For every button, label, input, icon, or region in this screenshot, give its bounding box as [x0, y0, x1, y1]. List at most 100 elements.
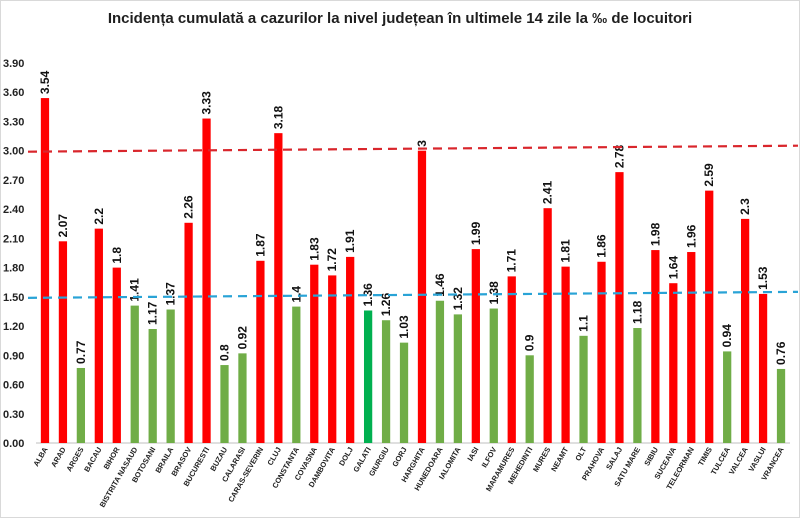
y-tick-label: 1.80 — [3, 263, 24, 275]
y-tick-label: 3.90 — [3, 58, 24, 70]
bar — [292, 306, 301, 443]
bar — [723, 351, 732, 443]
bar — [525, 355, 534, 443]
bar — [346, 256, 355, 443]
data-label: 0.94 — [720, 324, 734, 348]
data-label: 1.86 — [595, 234, 609, 258]
data-label: 1.1 — [577, 315, 591, 332]
data-label: 1.64 — [666, 256, 680, 280]
bar — [220, 365, 229, 443]
data-label: 1.96 — [684, 224, 698, 248]
y-tick-label: 2.70 — [3, 175, 24, 187]
bar — [40, 98, 50, 444]
data-label: 1.4 — [289, 286, 303, 303]
data-label: 1.03 — [397, 315, 411, 339]
bar — [274, 133, 283, 443]
bar — [740, 218, 750, 443]
bar — [148, 329, 157, 443]
bar — [166, 309, 175, 443]
x-tick-label: IASI — [465, 446, 480, 463]
bar — [381, 320, 391, 443]
bar — [310, 264, 319, 443]
data-label: 2.26 — [182, 195, 196, 219]
x-tick-label: SIBIU — [642, 446, 660, 468]
data-label: 1.91 — [343, 229, 357, 253]
x-tick-label: BACAU — [82, 446, 103, 474]
bar — [76, 367, 86, 443]
data-label: 1.98 — [648, 222, 662, 246]
data-label: 2.2 — [92, 208, 106, 225]
data-label: 2.07 — [56, 214, 70, 238]
bar — [597, 261, 606, 443]
x-tick-label: CLUJ — [265, 446, 283, 467]
data-label: 0.9 — [523, 334, 537, 351]
data-label: 1.72 — [325, 248, 339, 272]
data-label: 3.33 — [200, 91, 214, 115]
y-tick-label: 3.30 — [3, 116, 24, 128]
y-tick-label: 2.10 — [3, 233, 24, 245]
threshold-line — [27, 144, 799, 153]
bar — [58, 241, 68, 443]
bar — [669, 283, 678, 443]
data-label: 1.26 — [379, 293, 393, 317]
x-tick-label: NEAMT — [549, 445, 570, 473]
data-label: 1.8 — [110, 247, 124, 264]
bar — [615, 172, 624, 443]
data-label: 1.36 — [361, 283, 375, 307]
y-tick-label: 0.90 — [3, 350, 24, 362]
bar — [543, 208, 552, 443]
y-tick-label: 2.40 — [3, 204, 24, 216]
chart-title: Incidența cumulată a cazurilor la nivel … — [107, 10, 693, 27]
bar — [471, 249, 480, 443]
data-label: 1.53 — [756, 266, 770, 290]
bar — [399, 342, 409, 443]
bar — [489, 308, 498, 443]
x-tick-label: OLT — [573, 445, 588, 462]
data-label: 1.46 — [433, 273, 447, 297]
x-tick-label: GORJ — [390, 446, 408, 469]
bar — [130, 305, 139, 443]
data-label: 0.76 — [774, 341, 788, 365]
x-tick-label: TIMIS — [696, 446, 714, 468]
data-label: 3.18 — [271, 105, 285, 129]
bar — [561, 266, 570, 443]
x-tick-label: ILFOV — [480, 446, 499, 470]
data-label: 1.32 — [451, 287, 465, 311]
y-tick-label: 3.00 — [3, 146, 24, 158]
bar — [507, 276, 516, 443]
data-label: 1.37 — [164, 282, 178, 306]
y-tick-label: 1.50 — [3, 292, 24, 304]
data-label: 1.99 — [469, 221, 483, 245]
bar — [328, 275, 337, 443]
threshold-line — [27, 290, 799, 299]
data-label: 1.17 — [146, 301, 160, 325]
data-label: 2.59 — [702, 163, 716, 187]
data-label: 0.77 — [74, 340, 88, 364]
bar — [453, 314, 463, 443]
bar — [435, 300, 445, 443]
bar — [687, 252, 696, 443]
bar — [651, 250, 660, 443]
y-tick-label: 1.20 — [3, 321, 24, 333]
y-tick-label: 0.60 — [3, 380, 24, 392]
bar — [758, 293, 768, 443]
data-label: 3 — [415, 140, 429, 147]
y-tick-label: 3.60 — [3, 87, 24, 99]
bar — [579, 335, 588, 443]
bar — [184, 222, 193, 443]
data-label: 3.54 — [38, 70, 52, 94]
y-tick-label: 0.00 — [3, 438, 24, 450]
x-tick-label: ALBA — [31, 445, 50, 468]
data-label: 1.81 — [559, 239, 573, 263]
y-tick-label: 0.30 — [3, 409, 24, 421]
data-label: 1.41 — [128, 278, 142, 302]
bar — [705, 190, 714, 443]
data-label: 2.3 — [738, 198, 752, 215]
bar — [94, 228, 103, 443]
data-label: 1.87 — [253, 233, 267, 257]
bar — [238, 353, 247, 443]
data-label: 2.41 — [541, 180, 555, 204]
data-label: 2.78 — [612, 144, 626, 168]
data-label: 0.8 — [218, 344, 232, 361]
x-tick-label: DOLJ — [337, 446, 355, 468]
